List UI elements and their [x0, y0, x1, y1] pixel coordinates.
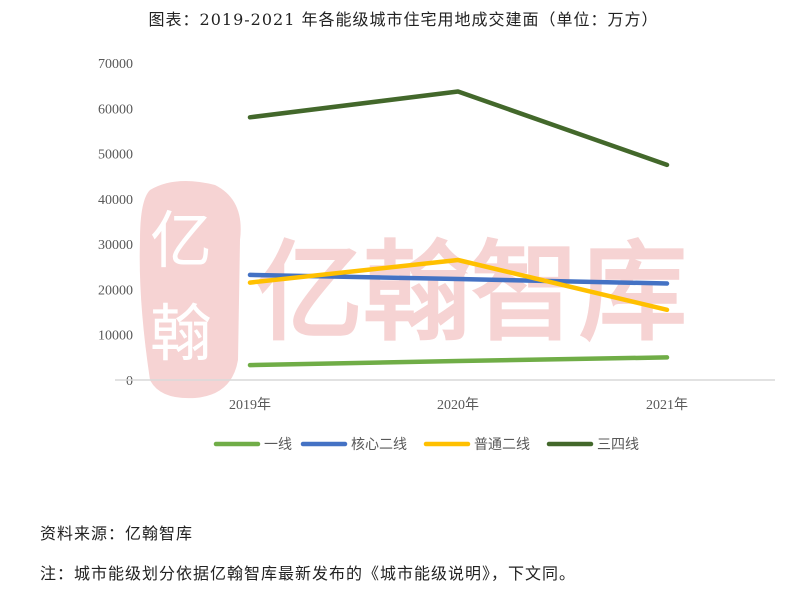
- series-line-0: [247, 355, 670, 368]
- watermark-brand: 亿翰智库: [255, 231, 687, 356]
- x-tick-label: 2019年: [229, 397, 271, 413]
- footnote: 注：城市能级划分依据亿翰智库最新发布的《城市能级说明》，下文同。: [40, 564, 577, 583]
- series-line-2: [247, 257, 670, 313]
- y-tick-label: 50000: [98, 148, 133, 163]
- watermark-seal: 亿 翰: [139, 181, 241, 399]
- y-tick-label: 60000: [98, 102, 133, 117]
- legend-label: 普通二线: [474, 437, 530, 453]
- x-tick-label: 2021年: [646, 397, 688, 413]
- y-tick-label: 30000: [98, 238, 133, 253]
- x-tick-label: 2020年: [437, 397, 479, 413]
- chart-title: 图表：2019-2021 年各能级城市住宅用地成交建面（单位：万方）: [148, 10, 659, 29]
- legend-item-0: 一线: [213, 437, 292, 453]
- legend-item-1: 核心二线: [300, 437, 407, 453]
- y-tick-label: 40000: [98, 193, 133, 208]
- series-lines: [247, 89, 670, 368]
- x-axis: 2019年 2020年 2021年: [229, 397, 688, 413]
- y-axis: 0 10000 20000 30000 40000 50000 60000 70000: [98, 57, 133, 389]
- source-note: 资料来源：亿翰智库: [40, 524, 194, 543]
- y-tick-label: 70000: [98, 57, 133, 72]
- watermark-seal-text-2: 翰: [150, 297, 212, 370]
- legend: 一线 核心二线 普通二线 三四线: [213, 437, 639, 453]
- y-tick-label: 0: [126, 374, 133, 389]
- legend-label: 一线: [264, 437, 292, 453]
- legend-label: 三四线: [597, 437, 639, 453]
- legend-item-2: 普通二线: [423, 437, 530, 453]
- legend-label: 核心二线: [351, 437, 407, 453]
- y-tick-label: 10000: [98, 329, 133, 344]
- y-tick-label: 20000: [98, 283, 133, 298]
- watermark-seal-text-1: 亿: [150, 204, 212, 277]
- series-line-3: [247, 89, 670, 168]
- line-chart: 亿 翰 亿翰智库 0 10000 20000 30000 40000 50000 60000…: [98, 57, 775, 453]
- legend-item-3: 三四线: [546, 437, 639, 453]
